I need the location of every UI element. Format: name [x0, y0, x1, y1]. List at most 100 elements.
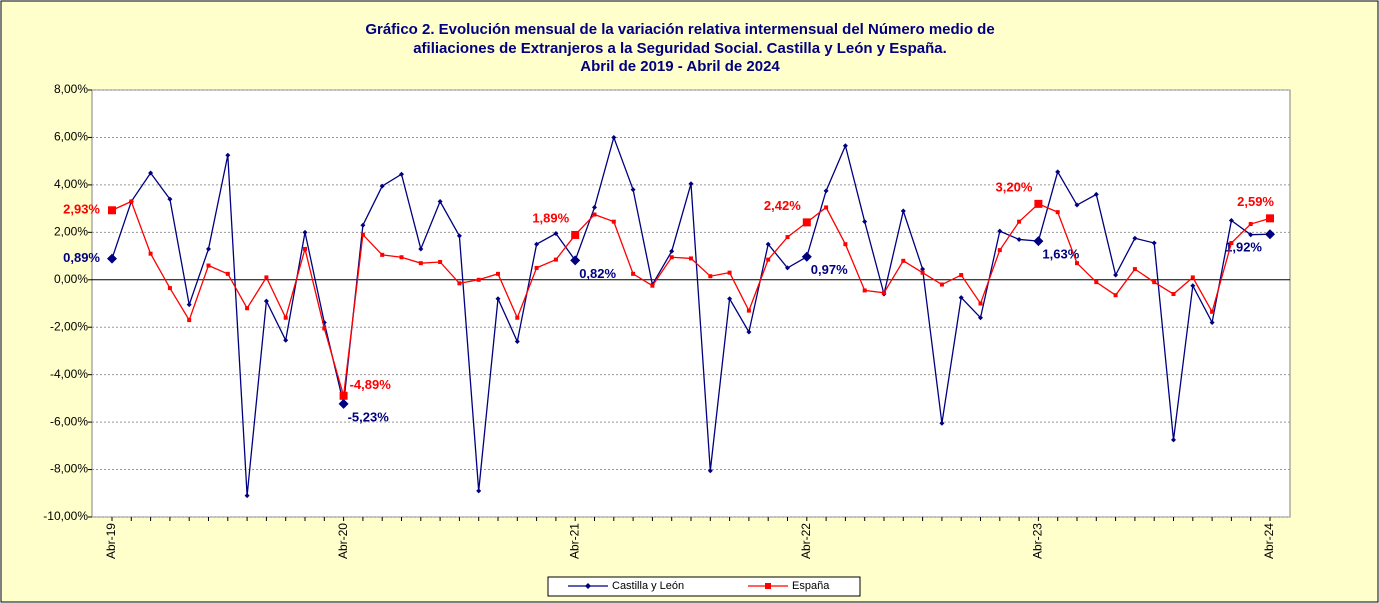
- point: [380, 252, 385, 257]
- point: [727, 296, 733, 302]
- point: [514, 338, 520, 344]
- point: [418, 246, 424, 252]
- y-tick-label: 4,00%: [54, 177, 88, 191]
- point: [1093, 191, 1099, 197]
- data-label: 0,89%: [63, 250, 100, 265]
- point: [339, 391, 348, 400]
- point: [939, 282, 944, 287]
- point: [1266, 214, 1274, 223]
- point: [746, 308, 751, 313]
- data-label: 1,89%: [532, 210, 569, 225]
- x-tick-label: Abr-21: [567, 523, 581, 559]
- x-tick-label: Abr-24: [1262, 523, 1276, 559]
- point: [689, 256, 693, 261]
- point: [1209, 319, 1215, 325]
- point: [727, 270, 732, 275]
- data-label: 1,63%: [1042, 247, 1079, 262]
- point: [1265, 229, 1275, 240]
- point: [746, 329, 752, 335]
- chart-subtitle: afiliaciones de Extranjeros a la Segurid…: [413, 40, 947, 57]
- point: [1113, 272, 1119, 278]
- point: [708, 274, 713, 279]
- point: [571, 230, 580, 239]
- point: [534, 241, 540, 247]
- point: [437, 198, 443, 204]
- point: [1034, 199, 1043, 208]
- point: [1228, 217, 1234, 223]
- chart-title: Gráfico 2. Evolución mensual de la varia…: [365, 21, 994, 38]
- point: [592, 212, 597, 217]
- point: [225, 271, 230, 276]
- point: [244, 493, 250, 499]
- y-tick-label: -10,00%: [43, 509, 88, 523]
- point: [570, 255, 581, 266]
- point: [997, 248, 1002, 253]
- point: [1055, 169, 1061, 175]
- point: [843, 242, 848, 247]
- point: [611, 134, 617, 140]
- point: [148, 251, 153, 256]
- legend-label: España: [792, 580, 830, 592]
- point: [1248, 222, 1253, 227]
- point: [1210, 309, 1215, 314]
- point: [630, 187, 636, 193]
- point: [669, 248, 675, 254]
- y-tick-label: -8,00%: [50, 462, 88, 476]
- point: [399, 255, 404, 260]
- legend-label: Castilla y León: [612, 580, 684, 592]
- point: [766, 257, 771, 262]
- point: [360, 222, 366, 228]
- point: [1113, 293, 1118, 298]
- point: [399, 171, 404, 177]
- point: [1132, 235, 1138, 241]
- data-label: 0,82%: [579, 266, 616, 281]
- point: [1055, 210, 1060, 215]
- point: [187, 318, 192, 323]
- point: [476, 277, 481, 282]
- point: [802, 218, 811, 227]
- point: [283, 337, 289, 343]
- point: [206, 246, 211, 252]
- legend-marker: [585, 583, 591, 589]
- point: [1171, 292, 1176, 297]
- point: [958, 295, 964, 301]
- point: [900, 208, 906, 214]
- point: [688, 181, 694, 187]
- point: [186, 302, 192, 308]
- point: [823, 188, 829, 194]
- point: [920, 266, 926, 272]
- point: [338, 398, 349, 409]
- point: [650, 283, 655, 288]
- point: [495, 296, 501, 302]
- x-tick-label: Abr-23: [1031, 523, 1045, 559]
- point: [263, 298, 269, 304]
- point: [611, 219, 616, 224]
- point: [1033, 236, 1044, 247]
- point: [264, 275, 269, 280]
- point: [418, 261, 423, 266]
- point: [379, 183, 385, 189]
- y-tick-label: 2,00%: [54, 225, 88, 239]
- point: [476, 488, 482, 494]
- point: [283, 315, 288, 320]
- point: [515, 315, 520, 320]
- point: [707, 468, 713, 474]
- point: [167, 196, 173, 202]
- y-tick-label: 6,00%: [54, 130, 88, 144]
- point: [1132, 267, 1137, 272]
- y-tick-label: -6,00%: [50, 414, 88, 428]
- point: [129, 199, 134, 204]
- y-tick-label: 8,00%: [54, 82, 88, 96]
- point: [1171, 437, 1176, 443]
- point: [438, 259, 443, 264]
- point: [592, 204, 597, 210]
- x-tick-label: Abr-19: [104, 523, 118, 559]
- point: [148, 170, 154, 176]
- point: [167, 286, 172, 291]
- point: [785, 265, 790, 271]
- data-label: 0,97%: [811, 262, 848, 277]
- point: [360, 232, 365, 237]
- data-label: 3,20%: [996, 179, 1033, 194]
- y-tick-label: 0,00%: [54, 272, 88, 286]
